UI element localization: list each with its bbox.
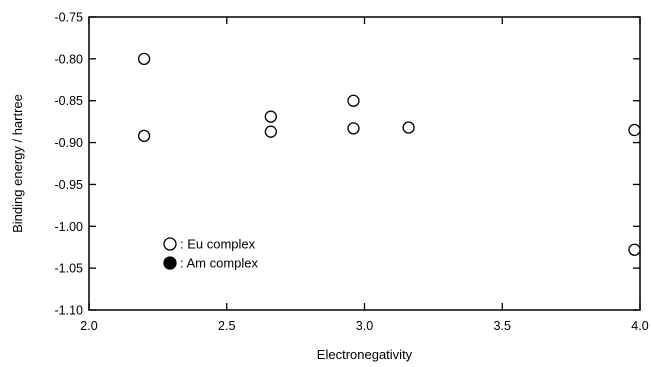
x-axis-title: Electronegativity xyxy=(317,347,413,362)
data-point xyxy=(402,121,415,134)
legend-label-eu: : Eu complex xyxy=(180,237,256,252)
points-layer xyxy=(137,52,641,256)
y-tick-label: -0.75 xyxy=(55,11,84,25)
data-point xyxy=(628,123,641,137)
legend-marker-eu xyxy=(163,237,177,251)
data-point xyxy=(137,52,151,66)
x-tick-label: 3.0 xyxy=(356,319,373,333)
data-point xyxy=(137,129,151,143)
data-point xyxy=(347,94,360,107)
legend: : Eu complex : Am complex xyxy=(163,237,259,271)
y-tick-label: -0.80 xyxy=(55,52,84,66)
legend-label-am: : Am complex xyxy=(180,256,259,271)
y-tick-label: -0.90 xyxy=(55,136,84,150)
x-tick-label: 2.0 xyxy=(80,319,97,333)
ticks-layer xyxy=(88,16,641,311)
y-tick-label: -1.10 xyxy=(55,304,84,318)
data-point xyxy=(628,243,641,256)
data-point xyxy=(264,110,277,123)
y-tick-label: -0.85 xyxy=(55,94,84,108)
y-tick-label: -1.05 xyxy=(55,262,84,276)
x-tick-label: 3.5 xyxy=(494,319,511,333)
tick-labels-layer: 2.0 2.5 3.0 3.5 4.0 -0.75 -0.80 -0.85 -0.90 -0.95… xyxy=(55,11,649,334)
y-tick-label: -0.95 xyxy=(55,178,84,192)
y-axis-title: Binding energy / hartree xyxy=(10,94,25,233)
data-point xyxy=(347,122,360,135)
data-point xyxy=(264,125,277,138)
y-tick-label: -1.00 xyxy=(55,220,84,234)
x-tick-label: 2.5 xyxy=(218,319,235,333)
legend-marker-am xyxy=(163,256,177,270)
x-tick-label: 4.0 xyxy=(631,319,648,333)
